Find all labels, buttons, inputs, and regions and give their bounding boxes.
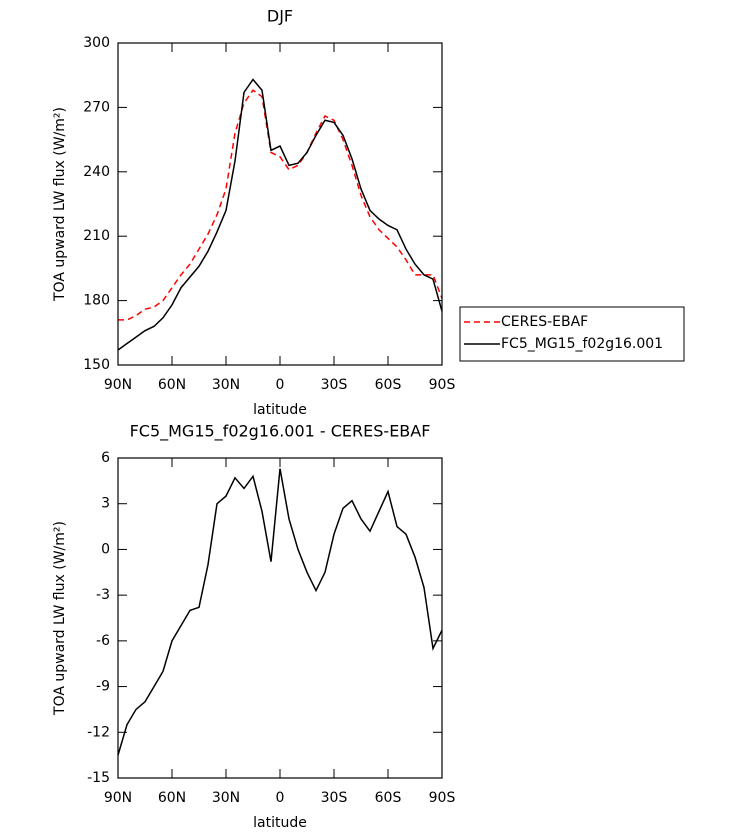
x-tick-label: 30N (212, 377, 240, 393)
x-axis-label: latitude (253, 815, 307, 831)
x-tick-label: 30S (321, 377, 348, 393)
x-tick-label: 30N (212, 790, 240, 806)
y-tick-label: -15 (87, 770, 110, 786)
y-tick-label: 0 (101, 541, 110, 557)
legend-box (459, 306, 685, 362)
y-tick-label: 6 (101, 450, 110, 466)
x-tick-label: 60N (158, 377, 186, 393)
data-line (118, 89, 443, 321)
x-tick-label: 90N (104, 377, 132, 393)
chart-title: FC5_MG15_f02g16.001 - CERES-EBAF (130, 422, 431, 442)
y-axis-label: TOA upward LW flux (W/m²) (52, 521, 68, 716)
x-tick-label: 0 (276, 377, 285, 393)
x-tick-label: 60N (158, 790, 186, 806)
y-tick-label: 270 (83, 99, 110, 115)
y-tick-label: -6 (96, 633, 110, 649)
y-tick-label: 180 (83, 293, 110, 309)
x-tick-label: 30S (321, 790, 348, 806)
y-tick-label: 150 (83, 357, 110, 373)
y-tick-label: -9 (96, 679, 110, 695)
x-tick-label: 0 (276, 790, 285, 806)
x-axis-label: latitude (253, 402, 307, 418)
y-tick-label: 3 (101, 496, 110, 512)
data-line (117, 78, 443, 351)
y-axis-label: TOA upward LW flux (W/m²) (52, 107, 68, 302)
legend-label: CERES-EBAF (501, 314, 588, 330)
x-tick-label: 60S (375, 790, 402, 806)
y-tick-label: -12 (87, 724, 110, 740)
data-line (117, 468, 443, 756)
y-tick-label: -3 (96, 587, 110, 603)
plot-frame (117, 457, 443, 779)
x-tick-label: 90S (429, 790, 456, 806)
x-tick-label: 60S (375, 377, 402, 393)
y-tick-label: 300 (83, 35, 110, 51)
legend-label: FC5_MG15_f02g16.001 (501, 336, 663, 352)
chart-title: DJF (267, 7, 293, 26)
y-tick-label: 210 (83, 228, 110, 244)
x-tick-label: 90N (104, 790, 132, 806)
plot-frame (117, 42, 443, 366)
x-tick-label: 90S (429, 377, 456, 393)
y-tick-label: 240 (83, 164, 110, 180)
